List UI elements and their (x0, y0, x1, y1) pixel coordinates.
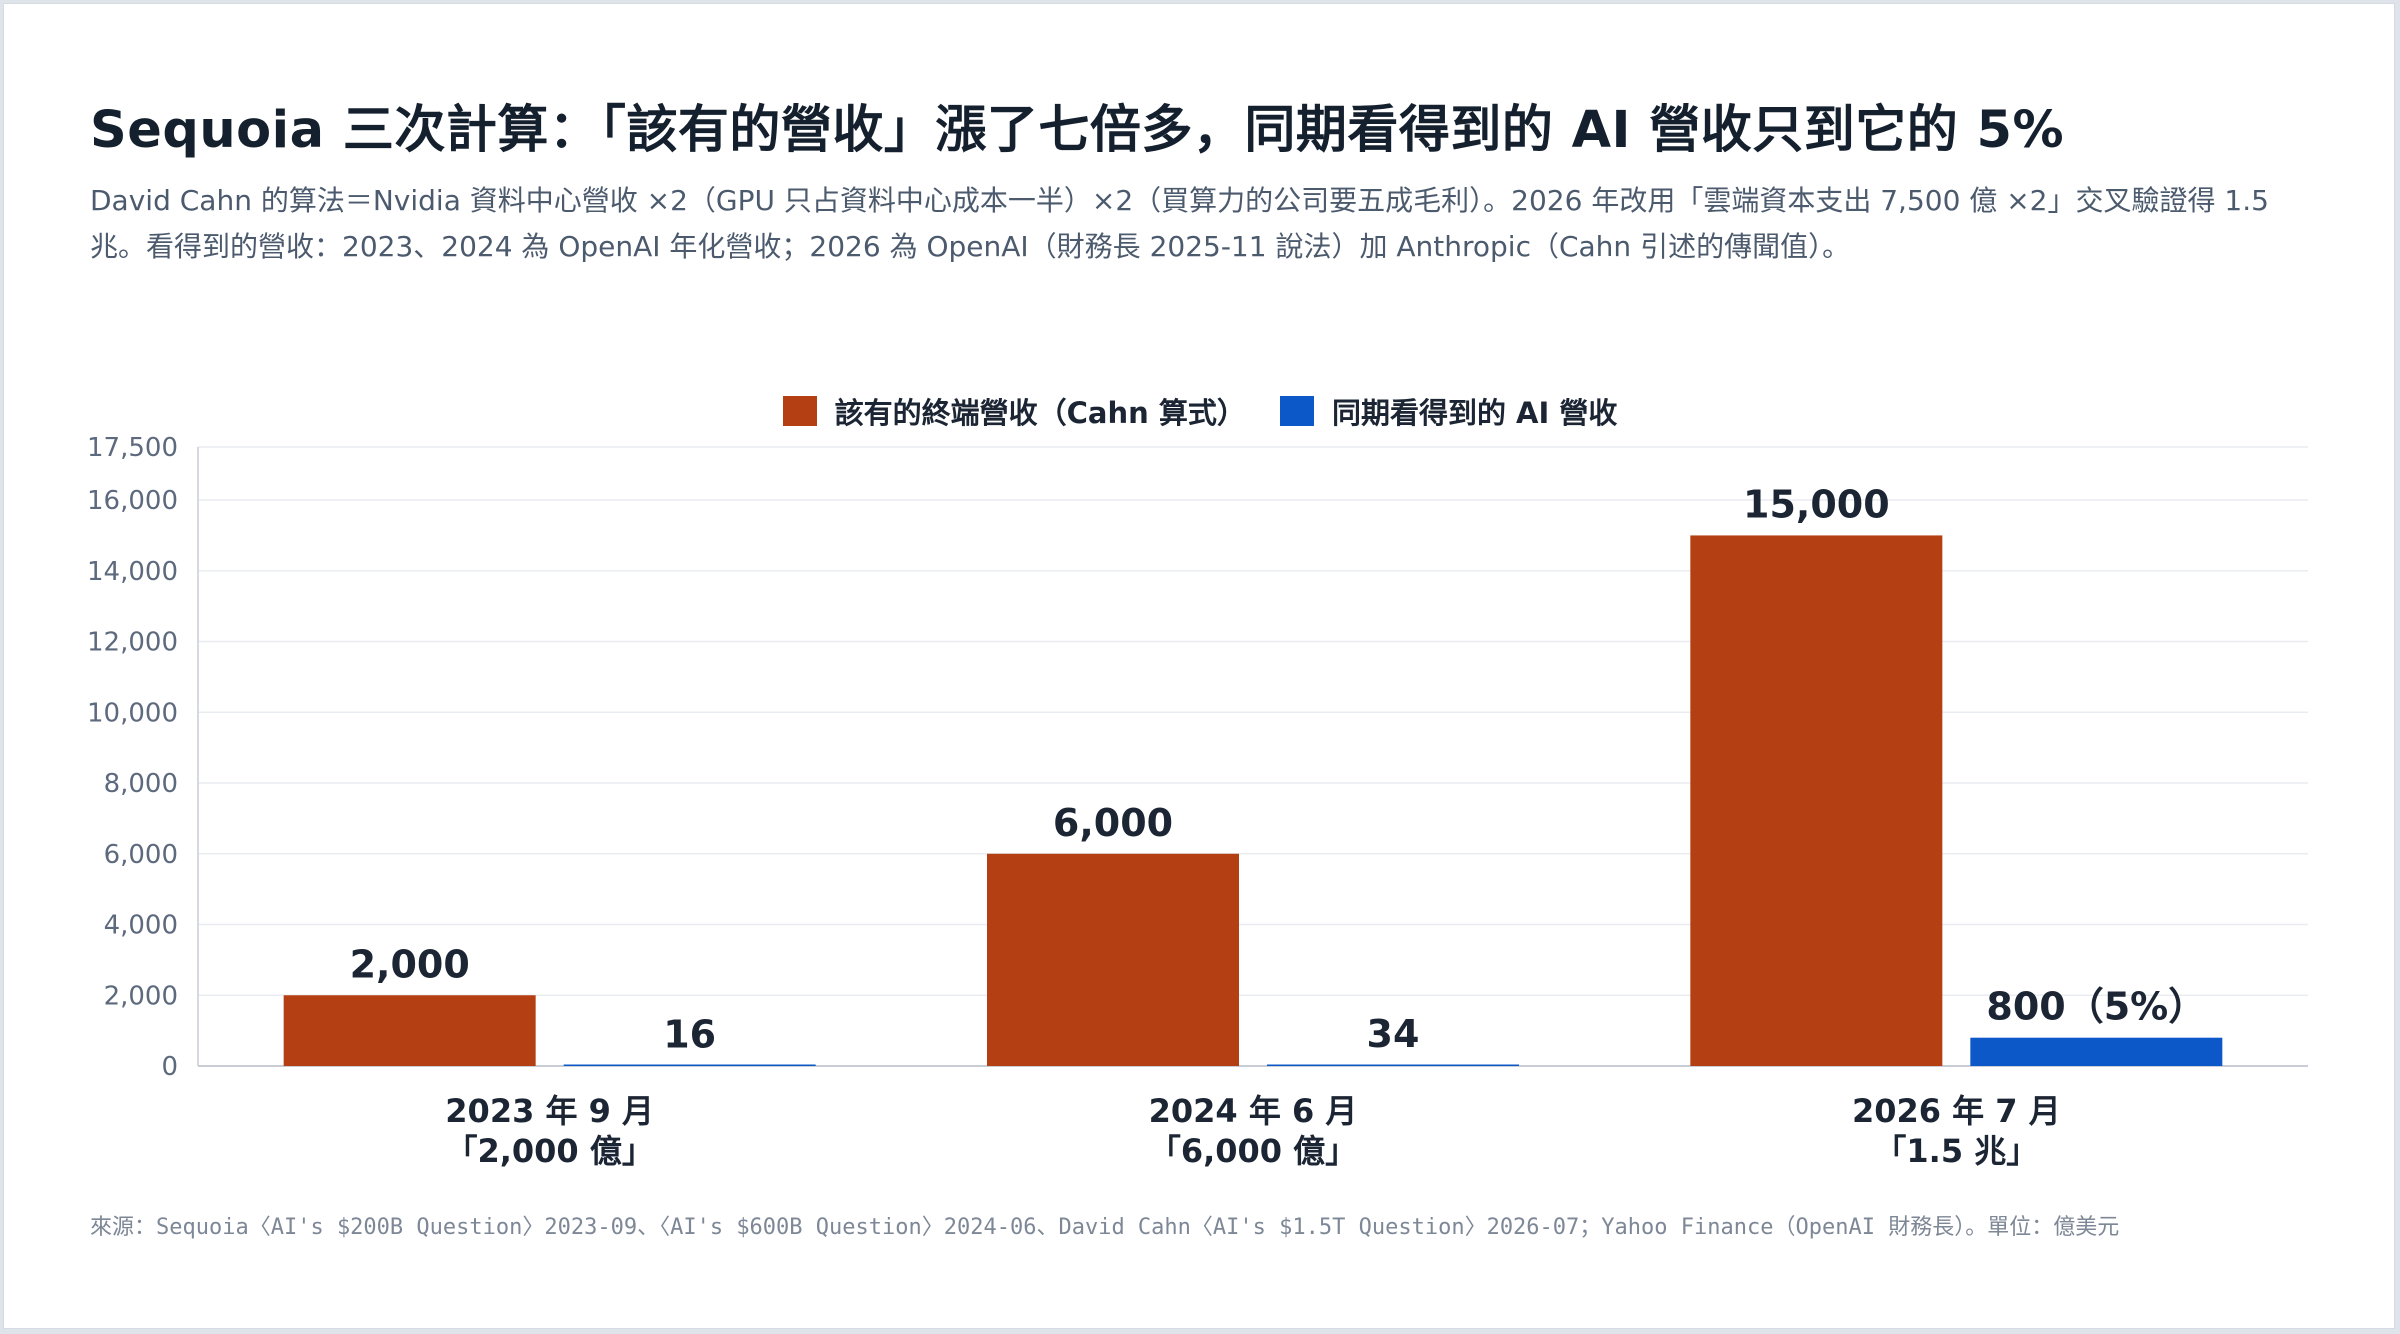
bar-expected (1690, 535, 1943, 1066)
x-tick-sublabel: 「6,000 億」 (1149, 1132, 1357, 1170)
x-tick-sublabel: 「2,000 億」 (445, 1132, 653, 1170)
y-tick-label: 12,000 (87, 628, 178, 658)
bar-visible (563, 1064, 816, 1066)
y-tick-label: 17,500 (87, 433, 178, 463)
legend-label-visible-revenue: 同期看得到的 AI 營收 (1331, 396, 1618, 430)
y-tick-label: 4,000 (104, 911, 178, 941)
y-tick-label: 6,000 (104, 840, 178, 870)
legend-item-visible-revenue: 同期看得到的 AI 營收 (1279, 390, 1618, 432)
y-tick-label: 16,000 (87, 486, 178, 516)
bar-expected (987, 853, 1239, 1066)
x-tick-label: 2024 年 6 月 (1149, 1092, 1358, 1130)
data-label: 16 (663, 1012, 716, 1056)
y-tick-label: 14,000 (87, 557, 178, 587)
y-tick-label: 0 (161, 1052, 178, 1082)
legend-swatch-expected-revenue (782, 396, 817, 426)
bar-visible (1970, 1037, 2223, 1066)
y-tick-label: 8,000 (104, 769, 178, 799)
x-tick-label: 2026 年 7 月 (1852, 1092, 2061, 1130)
data-label: 800（5%） (1986, 985, 2206, 1029)
y-tick-label: 2,000 (104, 981, 178, 1011)
chart-subtitle: David Cahn 的算法＝Nvidia 資料中心營收 ×2（GPU 只占資料… (90, 184, 2269, 263)
data-label: 2,000 (350, 942, 470, 986)
bar-visible (1267, 1064, 1519, 1066)
legend-swatch-visible-revenue (1279, 396, 1314, 426)
chart-legend: 該有的終端營收（Cahn 算式） 同期看得到的 AI 營收 (0, 390, 2400, 433)
x-tick-sublabel: 「1.5 兆」 (1874, 1132, 2038, 1170)
data-label: 34 (1367, 1012, 1420, 1056)
data-label: 6,000 (1053, 801, 1173, 845)
data-label: 15,000 (1743, 482, 1890, 526)
source-note: 來源：Sequoia〈AI's $200B Question〉2023-09、〈… (90, 1215, 2120, 1240)
chart-card (3, 3, 2395, 1329)
bar-expected (283, 995, 536, 1066)
legend-item-expected-revenue: 該有的終端營收（Cahn 算式） (782, 390, 1246, 432)
legend-label-expected-revenue: 該有的終端營收（Cahn 算式） (834, 396, 1246, 430)
y-tick-label: 10,000 (87, 698, 178, 728)
x-tick-label: 2023 年 9 月 (445, 1092, 654, 1130)
chart-title: Sequoia 三次計算：「該有的營收」漲了七倍多，同期看得到的 AI 營收只到… (90, 101, 2065, 160)
